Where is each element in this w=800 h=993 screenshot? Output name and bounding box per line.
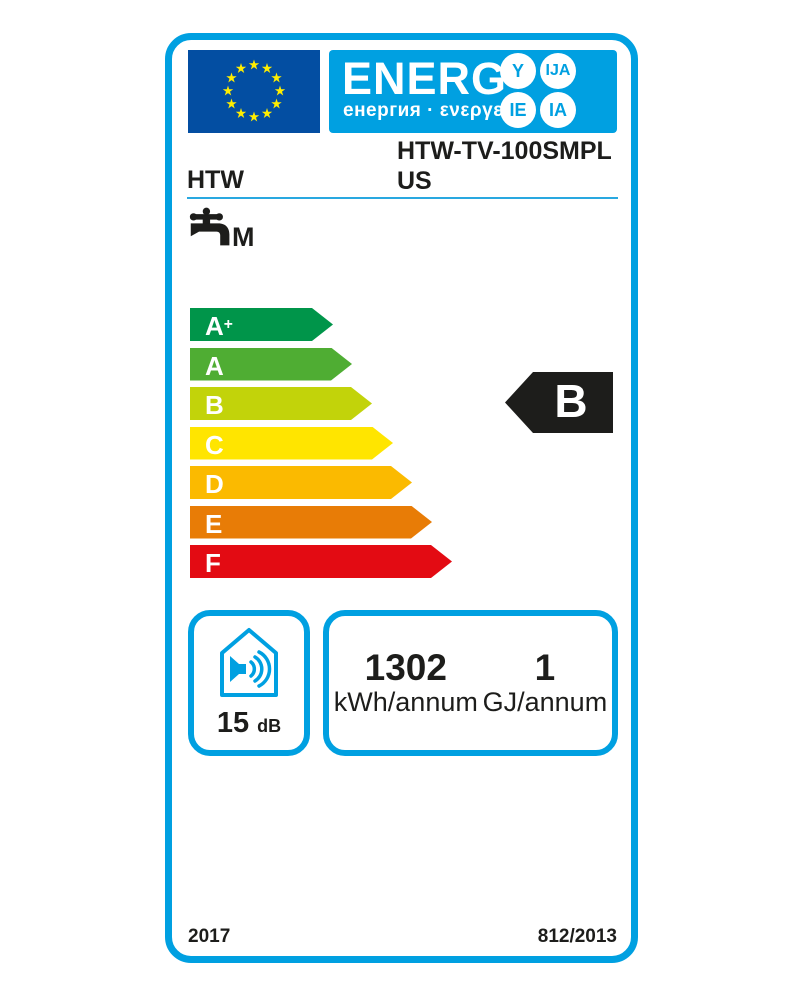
scale-bar-a: A (190, 348, 352, 381)
gj-value: 1 (534, 646, 556, 688)
noise-value: 15 (216, 707, 250, 739)
eu-flag (188, 50, 320, 133)
logo-ending-ie: IE (500, 92, 536, 128)
noise-level: 15 dB (194, 709, 304, 738)
house-speaker-icon (220, 628, 278, 697)
model-name: HTW-TV-100SMPL US (397, 136, 612, 196)
energ-logo-box: ENERG енергия · ενεργεια Y IJA IE IA (329, 50, 617, 133)
gj-consumption: 1 GJ/annum (482, 646, 608, 718)
header-divider (187, 197, 618, 199)
noise-box: 15 dB (188, 610, 310, 756)
efficiency-scale: A+ A B C D E F (190, 308, 490, 578)
logo-ending-ija: IJA (540, 53, 576, 89)
brand-name: HTW (187, 166, 244, 194)
energ-logo-subtitle: енергия · ενεργεια (343, 100, 521, 121)
label-year: 2017 (188, 926, 231, 947)
scale-bar-f: F (190, 545, 452, 578)
model-line1: HTW-TV-100SMPL (397, 137, 612, 165)
energ-logo-word: ENERG (342, 53, 508, 104)
scale-bar-c: C (190, 427, 393, 460)
scale-bar-a-plus: A+ (190, 308, 333, 341)
scale-bar-d: D (190, 466, 412, 499)
energy-value: 1302 (364, 646, 447, 688)
gj-unit: GJ/annum (482, 686, 608, 717)
scale-bar-b: B (190, 387, 372, 420)
energy-unit: kWh/annum (333, 686, 478, 717)
regulation-number: 812/2013 (537, 926, 617, 947)
eu-stars-icon (222, 59, 286, 122)
load-profile: M (232, 222, 255, 252)
logo-ending-y: Y (500, 53, 536, 89)
energy-label: ENERG енергия · ενεργεια Y IJA IE IA HTW… (165, 33, 638, 963)
logo-ending-ia: IA (540, 92, 576, 128)
water-tap-icon (188, 206, 234, 248)
consumption-box: 1302 kWh/annum 1 GJ/annum (323, 610, 618, 756)
scale-bar-e: E (190, 506, 432, 539)
noise-unit: dB (257, 716, 282, 736)
model-line2: US (397, 167, 432, 195)
energy-consumption: 1302 kWh/annum (333, 646, 478, 718)
rating-indicator: B (505, 372, 613, 433)
